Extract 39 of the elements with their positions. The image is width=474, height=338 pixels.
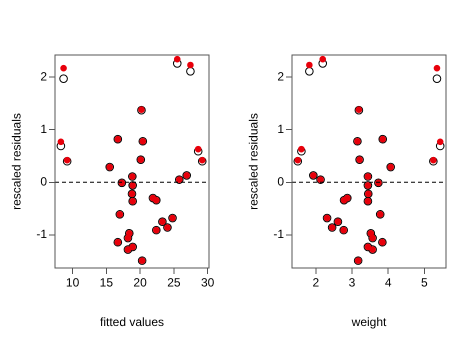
x-tick-label: 3 — [348, 276, 356, 290]
point — [319, 56, 326, 63]
x-axis-title: weight — [350, 315, 388, 330]
y-tick-label: 0 — [40, 174, 48, 189]
point — [305, 67, 314, 76]
x-tick-label: 25 — [167, 276, 181, 290]
point — [194, 146, 202, 152]
point — [434, 64, 440, 72]
point — [298, 146, 305, 152]
y-axis-title: rescaled residuals — [10, 113, 24, 210]
point — [187, 62, 194, 68]
x-tick-label: 4 — [384, 276, 392, 290]
y-axis-title: rescaled residuals — [246, 113, 261, 210]
point — [430, 156, 437, 164]
point — [174, 56, 181, 63]
y-tick-label: 1 — [277, 122, 284, 136]
point — [64, 156, 70, 164]
y-tick-label: -1 — [273, 227, 284, 242]
point — [306, 62, 313, 68]
point — [186, 67, 195, 76]
y-tick-label: 2 — [40, 69, 48, 84]
point — [58, 138, 64, 146]
y-tick-label: -1 — [36, 227, 48, 242]
point — [60, 64, 67, 72]
y-tick-label: 2 — [277, 69, 284, 84]
y-tick-label: 0 — [277, 174, 284, 189]
x-tick-label: 2 — [312, 276, 320, 290]
x-tick-label: 20 — [133, 276, 148, 290]
x-tick-label: 15 — [100, 276, 114, 290]
point — [432, 74, 442, 83]
x-tick-label: 5 — [420, 276, 428, 290]
point — [294, 156, 302, 164]
point — [198, 156, 206, 164]
y-tick-label: 1 — [40, 122, 48, 136]
point — [436, 138, 444, 146]
point — [59, 74, 68, 83]
x-axis-title: fitted values — [100, 315, 164, 330]
x-tick-label: 30 — [200, 276, 215, 290]
x-tick-label: 10 — [66, 276, 80, 290]
